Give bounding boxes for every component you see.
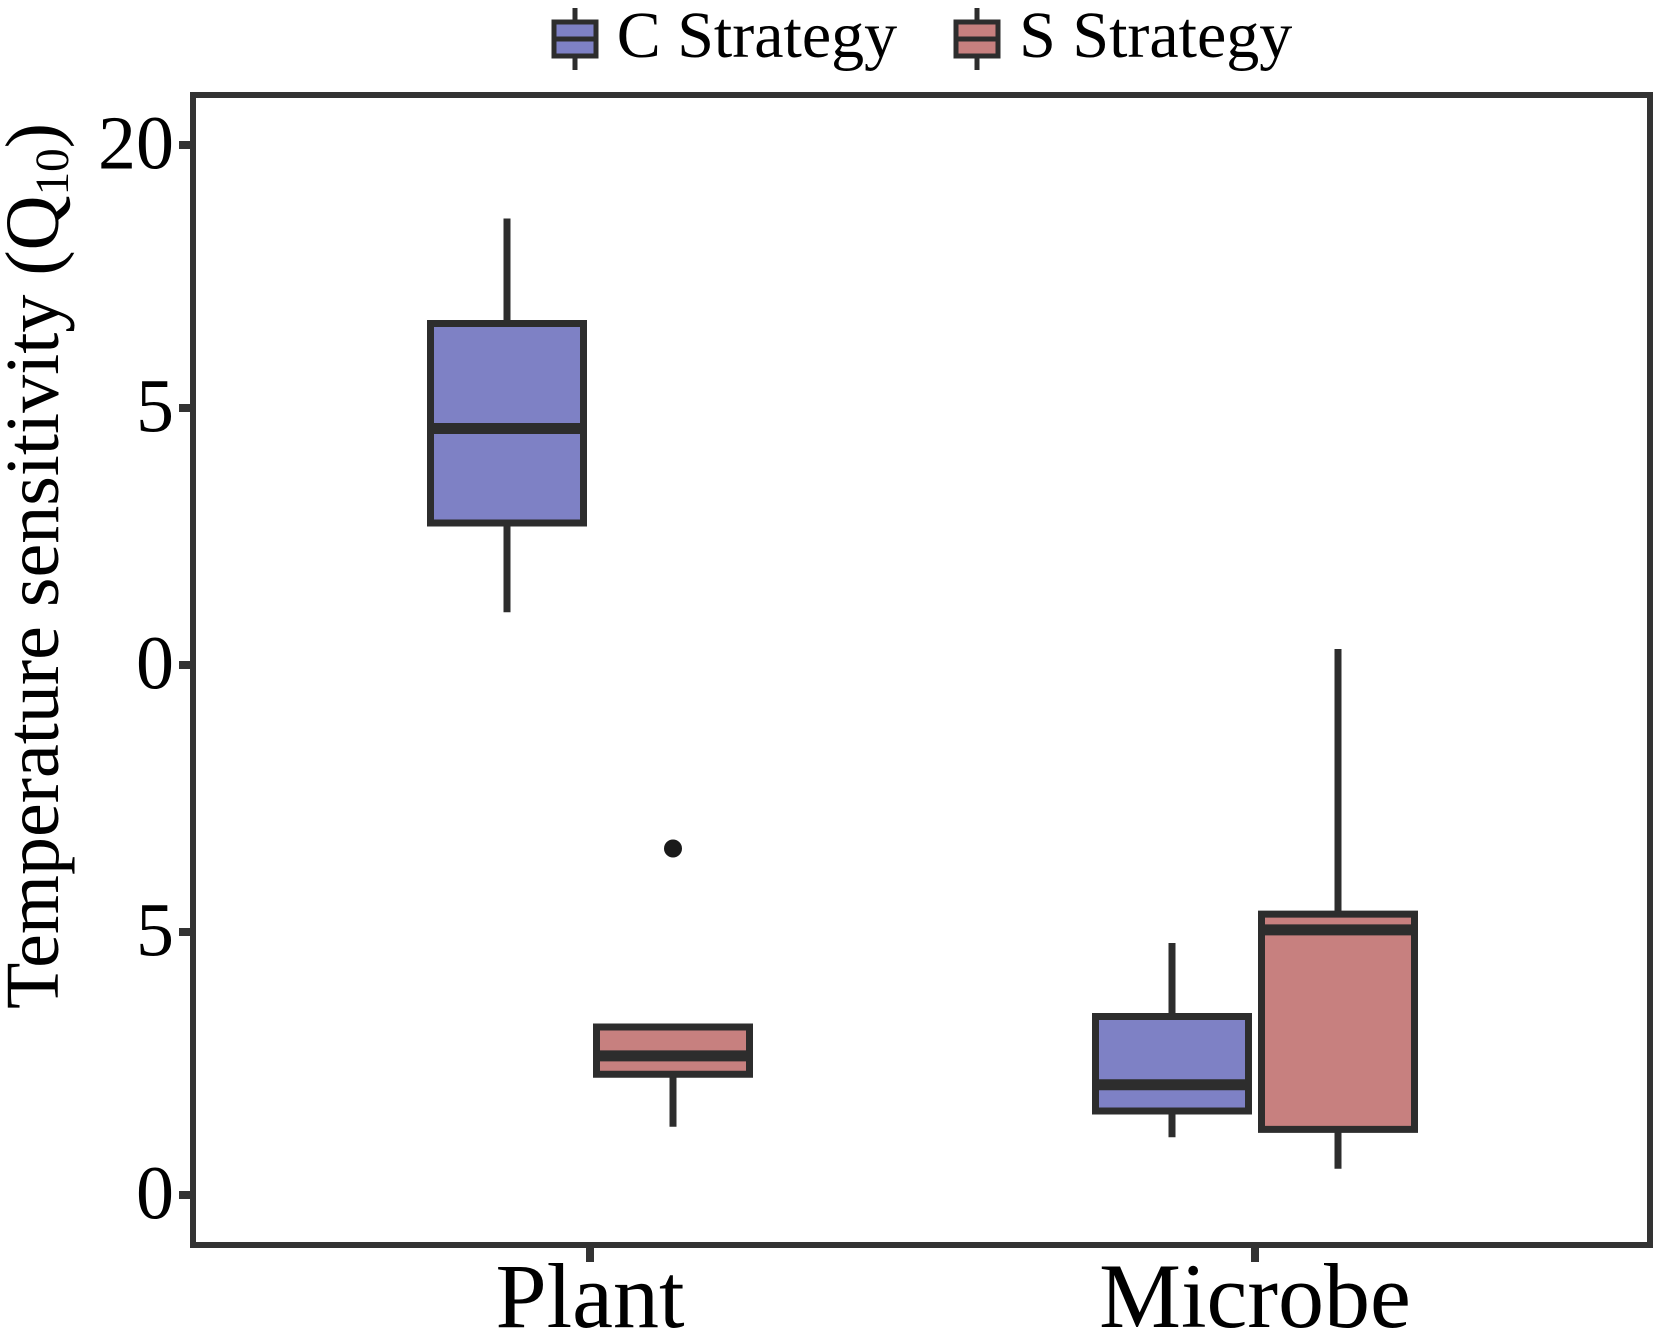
legend: C Strategy S Strategy	[193, 0, 1650, 78]
box-microbe-c-strategy	[1092, 1013, 1252, 1115]
y-tick-label: 5	[136, 888, 174, 973]
y-axis-title: Temperature sensitivity (Q10)	[0, 123, 79, 1009]
legend-item-c-strategy: C Strategy	[551, 3, 897, 75]
x-tick-label-microbe: Microbe	[1099, 1245, 1411, 1335]
x-tick-label-plant: Plant	[495, 1245, 685, 1335]
boxplot-glyph-icon	[551, 8, 599, 70]
box-plant-s-strategy-outlier-point	[664, 839, 682, 858]
legend-item-s-strategy: S Strategy	[953, 3, 1292, 75]
y-tick-label: 0	[136, 1151, 174, 1236]
y-tick-label: 5	[136, 364, 174, 449]
plot-border	[190, 92, 1653, 1248]
box-microbe-s-strategy	[1258, 910, 1418, 1133]
boxplot-glyph-icon	[953, 8, 1001, 70]
y-tick-label: 20	[98, 101, 174, 186]
legend-label-c-strategy: C Strategy	[616, 0, 898, 72]
legend-label-s-strategy: S Strategy	[1019, 0, 1293, 72]
y-tick-label: 0	[136, 621, 174, 706]
y-axis-title-text: Temperature sensitivity (Q	[0, 195, 75, 1009]
